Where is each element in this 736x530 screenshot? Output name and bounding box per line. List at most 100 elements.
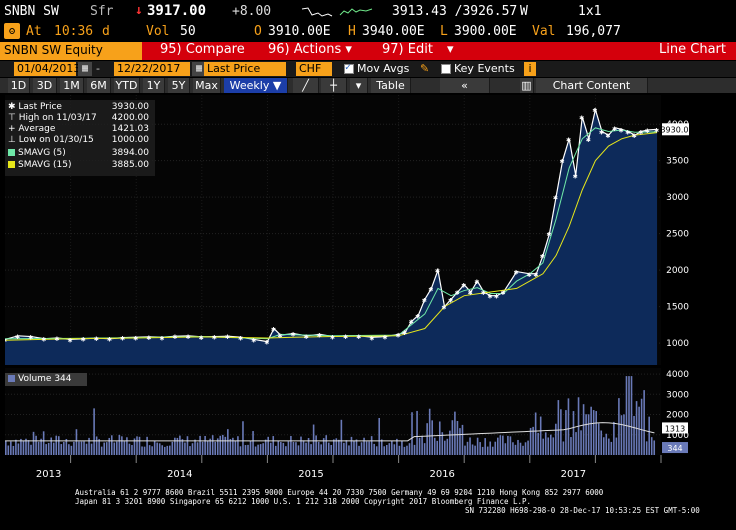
key-events-checkbox[interactable] (441, 64, 451, 74)
volume-bar (259, 444, 262, 455)
line-chart-icon[interactable]: ╱ (293, 78, 319, 93)
table-button[interactable]: Table (371, 78, 411, 93)
tab-max[interactable]: Max (193, 78, 221, 93)
volume-bar (264, 439, 267, 455)
tab-1d[interactable]: 1D (8, 78, 30, 93)
footer: Australia 61 2 9777 8600 Brazil 5511 239… (0, 488, 736, 530)
sma5-swatch (8, 149, 15, 156)
chart-content-button[interactable]: Chart Content (536, 78, 648, 93)
collapse-button[interactable]: « (440, 78, 490, 93)
volume-bar (534, 412, 537, 455)
volume-bar (605, 433, 608, 455)
end-date-field[interactable]: 12/22/2017 (114, 62, 190, 76)
volume-bar (158, 443, 161, 455)
volume-average-line (5, 422, 655, 442)
down-arrow-icon: ↓ (135, 3, 143, 18)
currency-selector[interactable]: CHF (296, 62, 332, 76)
price-point: ✱ (560, 157, 565, 166)
alert-icon[interactable]: ʘ (4, 23, 20, 39)
tab-ytd[interactable]: YTD (114, 78, 140, 93)
volume-bar (648, 416, 650, 455)
volume-bar (103, 442, 105, 455)
volume-bar (502, 435, 504, 455)
volume-bar (181, 439, 184, 455)
price-point: ✱ (271, 325, 276, 334)
more-icon[interactable]: ▾ (350, 78, 368, 93)
volume-label: Volume 344 (18, 374, 72, 384)
price-point: ✱ (428, 284, 433, 293)
pencil-icon[interactable]: ✎ (420, 62, 430, 75)
volume-bar (320, 444, 322, 455)
volume-bar (524, 442, 527, 455)
x-tick-label: 2016 (429, 469, 454, 480)
volume-bar (204, 435, 206, 455)
price-point: ✱ (546, 230, 551, 239)
price-point: ✱ (474, 277, 479, 286)
volume-legend: Volume 344 (5, 373, 87, 386)
edit-dropdown-icon[interactable]: ▾ (447, 42, 454, 57)
volume-bar (98, 439, 100, 455)
volume-chart[interactable]: 1000 2000 3000 4000 1313 344 (5, 368, 689, 455)
calendar-icon[interactable]: ▦ (78, 62, 92, 76)
mov-avgs-checkbox[interactable] (344, 62, 354, 74)
volume-bar (249, 440, 252, 455)
volume-bar (643, 390, 645, 455)
volume-bar (285, 446, 287, 455)
edit-button[interactable]: 97) Edit (382, 42, 433, 57)
volume-bar (325, 435, 328, 455)
volume-bar (232, 437, 234, 455)
volume-bar (327, 442, 330, 455)
volume-bar (237, 436, 239, 455)
volume-bar (126, 437, 128, 455)
price-point: ✱ (186, 332, 191, 341)
volume-bar (499, 435, 502, 455)
price-point: ✱ (579, 113, 584, 122)
tab-3d[interactable]: 3D (33, 78, 57, 93)
low-value: 3900.00E (454, 24, 517, 39)
crosshair-icon[interactable]: ┼ (321, 78, 347, 93)
tab-5y[interactable]: 5Y (168, 78, 190, 93)
volume-bar (438, 421, 441, 455)
volume-bar (214, 441, 217, 455)
volume-bar (216, 438, 219, 455)
frequency-selector[interactable]: Weekly ▼ (224, 78, 288, 93)
actions-button[interactable]: 96) Actions ▾ (268, 42, 352, 57)
volume-bar (148, 445, 151, 455)
price-point: ✱ (527, 270, 532, 279)
volume-bar (428, 408, 431, 455)
panel-icon[interactable]: ▥ (520, 78, 534, 93)
volume-bar (471, 444, 474, 455)
tab-1y[interactable]: 1Y (143, 78, 165, 93)
sma15-swatch (8, 161, 15, 168)
volume-bar (292, 441, 295, 455)
volume-bar (633, 415, 635, 455)
volume-bar (300, 436, 302, 455)
volume-bar (93, 408, 95, 455)
field-selector[interactable]: Last Price (204, 62, 286, 76)
info-icon[interactable]: i (524, 62, 536, 76)
volume-bar (80, 441, 83, 455)
ticker-symbol[interactable]: SNBN SW (4, 4, 59, 19)
low-marker-icon: ⊥ (8, 135, 19, 145)
volume-bar (464, 445, 466, 455)
volume-bar (539, 416, 542, 455)
calendar-icon[interactable]: ▦ (192, 62, 206, 76)
start-date-field[interactable]: 01/04/2013 (14, 62, 80, 76)
volume-bar (277, 441, 280, 455)
volume-bar (532, 426, 534, 455)
tab-6m[interactable]: 6M (87, 78, 111, 93)
compare-button[interactable]: 95) Compare (160, 42, 245, 57)
legend-sma5: SMAVG (5) 3894.00 (8, 148, 153, 159)
sparkline-icon (301, 7, 373, 17)
price-point: ✱ (15, 332, 20, 341)
price-point: ✱ (402, 328, 407, 337)
volume-bar (224, 436, 227, 455)
price-point: ✱ (448, 295, 453, 304)
price-point: ✱ (468, 288, 473, 297)
volume-current-tag-label: 344 (667, 444, 682, 453)
quote-row: ʘ At 10:36 d Vol 50 O 3910.00E H 3940.00… (0, 22, 736, 42)
security-field[interactable]: SNBN SW Equity (0, 42, 142, 60)
volume-bar (552, 437, 555, 455)
volume-bar (368, 441, 370, 455)
tab-1m[interactable]: 1M (60, 78, 84, 93)
